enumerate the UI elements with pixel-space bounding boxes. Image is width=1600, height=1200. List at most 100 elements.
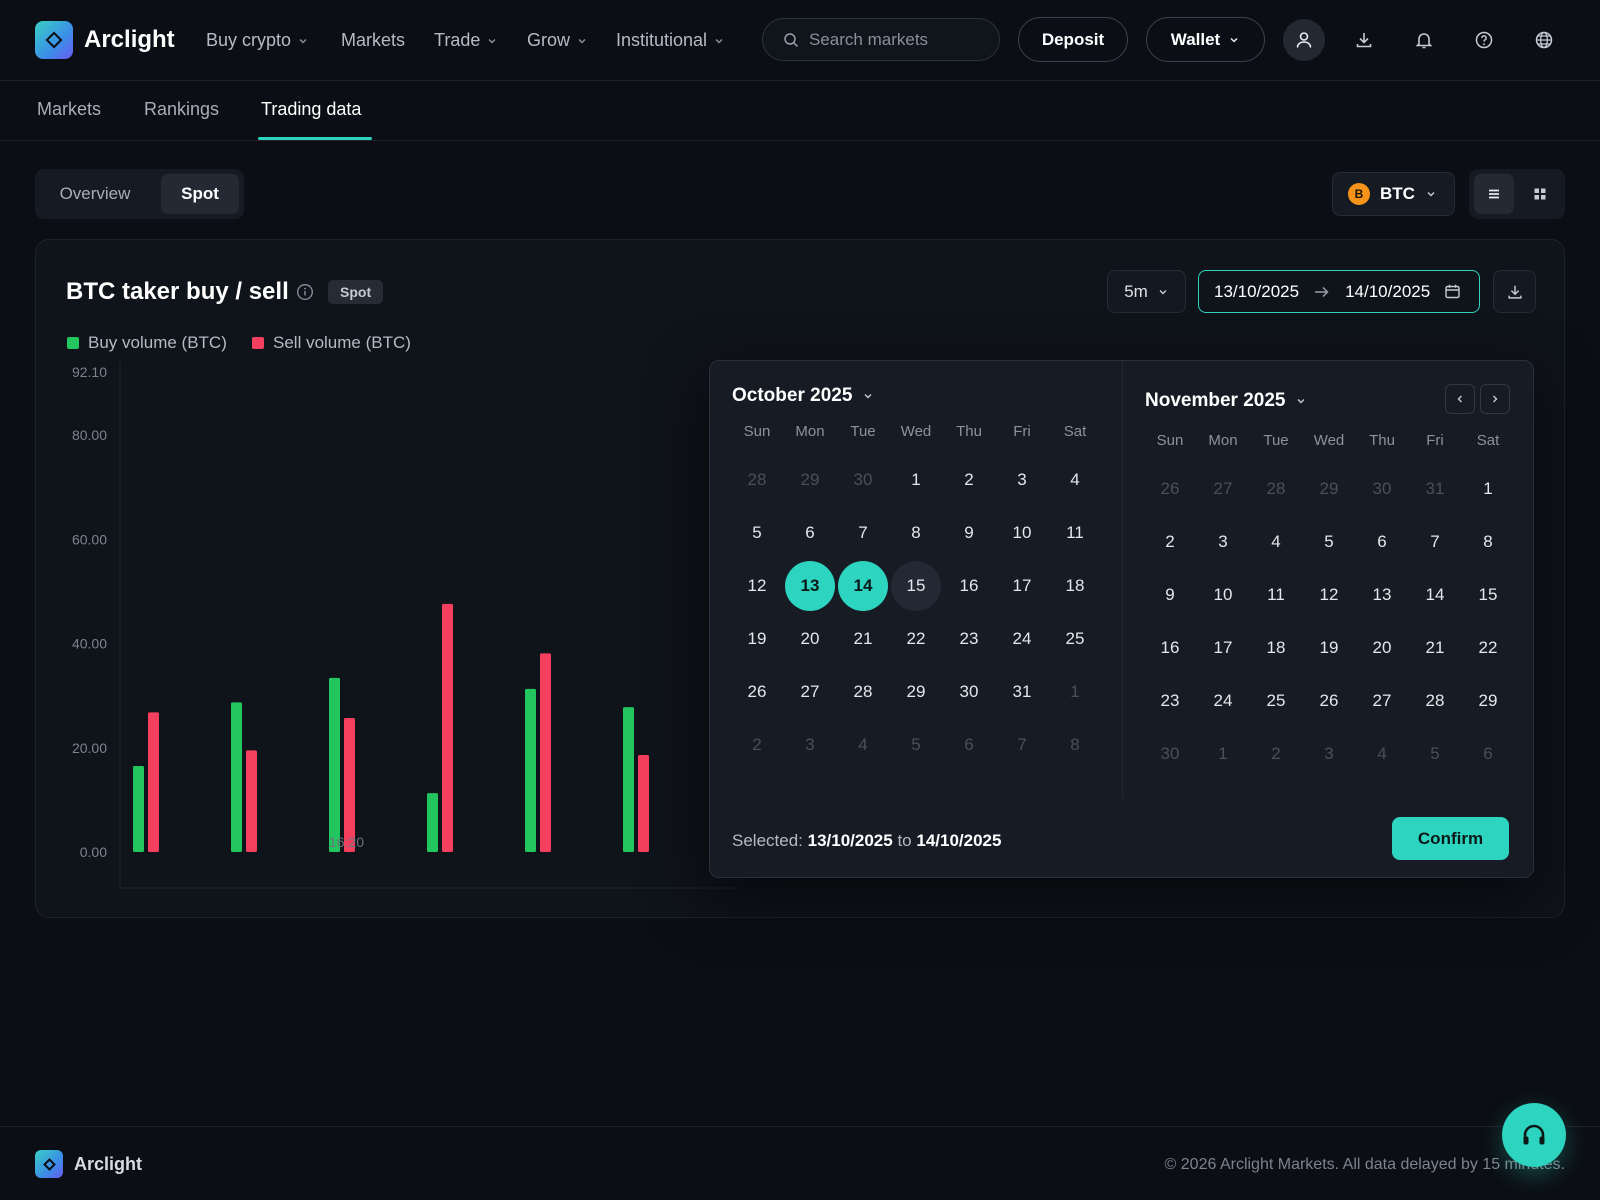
calendar-day[interactable]: 1 — [1483, 479, 1493, 498]
calendar-day[interactable]: 6 — [805, 523, 815, 542]
legend-item-sell[interactable]: Sell volume (BTC) — [252, 333, 411, 353]
next-month-button[interactable] — [1480, 384, 1510, 414]
calendar-day[interactable]: 5 — [1324, 532, 1334, 551]
calendar-day[interactable]: 9 — [964, 523, 974, 542]
buy-volume-bar — [525, 688, 536, 852]
calendar-day[interactable]: 22 — [1478, 638, 1498, 657]
calendar-day[interactable]: 28 — [853, 682, 873, 701]
calendar-day[interactable]: 3 — [1017, 470, 1027, 489]
calendar-day[interactable]: 2 — [1165, 532, 1175, 551]
calendar-day[interactable]: 10 — [1213, 585, 1233, 604]
weekday-label: Sat — [1476, 432, 1500, 449]
calendar-day[interactable]: 25 — [1266, 691, 1286, 710]
calendar-day[interactable]: 15 — [1478, 585, 1498, 604]
calendar-day[interactable]: 24 — [1213, 691, 1233, 710]
tab-trading-data[interactable]: Trading data — [261, 99, 362, 119]
legend-item-buy[interactable]: Buy volume (BTC) — [67, 333, 227, 353]
grid-view-button[interactable] — [1520, 174, 1560, 214]
export-button[interactable] — [1493, 270, 1536, 313]
calendar-day[interactable]: 19 — [1319, 638, 1339, 657]
deposit-button[interactable]: Deposit — [1018, 17, 1128, 62]
download-icon — [1356, 33, 1372, 48]
nav-trade[interactable]: Trade — [434, 30, 498, 51]
coin-select[interactable]: B BTC — [1332, 172, 1455, 216]
logo-icon[interactable] — [35, 21, 73, 59]
download-button[interactable] — [1352, 28, 1376, 52]
calendar-day[interactable]: 27 — [800, 682, 820, 701]
calendar-day[interactable]: 21 — [853, 629, 873, 648]
calendar-day[interactable]: 4 — [1070, 470, 1080, 489]
calendar-day[interactable]: 17 — [1012, 576, 1032, 595]
calendar-day[interactable]: 14 — [1425, 585, 1445, 604]
confirm-button[interactable]: Confirm — [1392, 817, 1509, 860]
calendar-day[interactable]: 11 — [1066, 523, 1084, 542]
calendar-day[interactable]: 31 — [1012, 682, 1032, 701]
tab-rankings[interactable]: Rankings — [144, 99, 220, 119]
calendar-day-selected[interactable]: 13 — [785, 561, 835, 611]
tab-markets[interactable]: Markets — [37, 99, 102, 119]
prev-month-button[interactable] — [1445, 384, 1475, 414]
calendar-day[interactable]: 26 — [1319, 691, 1339, 710]
calendar-day[interactable]: 30 — [959, 682, 979, 701]
user-avatar[interactable] — [1283, 19, 1325, 61]
calendar-day[interactable]: 10 — [1012, 523, 1032, 542]
calendar-day: 2 — [752, 735, 762, 754]
help-button[interactable] — [1472, 28, 1496, 52]
calendar-day[interactable]: 7 — [1430, 532, 1440, 551]
interval-select[interactable]: 5m — [1107, 270, 1186, 313]
nav-markets[interactable]: Markets — [341, 30, 405, 51]
calendar-day[interactable]: 26 — [747, 682, 767, 701]
calendar-day[interactable]: 29 — [906, 682, 926, 701]
calendar-day[interactable]: 23 — [1160, 691, 1180, 710]
download-icon — [1507, 285, 1522, 299]
calendar-day[interactable]: 8 — [1483, 532, 1493, 551]
calendar-day[interactable]: 4 — [1271, 532, 1281, 551]
language-button[interactable] — [1532, 28, 1556, 52]
support-chat-button[interactable] — [1502, 1103, 1566, 1167]
nav-grow[interactable]: Grow — [527, 30, 588, 51]
calendar-day[interactable]: 2 — [964, 470, 974, 489]
month-select-left[interactable]: October 2025 — [732, 385, 874, 407]
calendar-day[interactable]: 1 — [911, 470, 921, 489]
calendar-day[interactable]: 29 — [1478, 691, 1498, 710]
calendar-day[interactable]: 18 — [1065, 576, 1085, 595]
list-view-button[interactable] — [1474, 174, 1514, 214]
calendar-day[interactable]: 22 — [906, 629, 926, 648]
notifications-button[interactable] — [1412, 28, 1436, 52]
calendar-day[interactable]: 3 — [1218, 532, 1228, 551]
calendar-day[interactable]: 5 — [752, 523, 762, 542]
calendar-day[interactable]: 18 — [1266, 638, 1286, 657]
wallet-button[interactable]: Wallet — [1146, 17, 1265, 62]
nav-buy-crypto[interactable]: Buy crypto — [206, 30, 309, 51]
brand-name[interactable]: Arclight — [84, 26, 175, 53]
month-select-right[interactable]: November 2025 — [1145, 390, 1307, 412]
calendar-day[interactable]: 23 — [959, 629, 979, 648]
calendar-day[interactable]: 9 — [1165, 585, 1175, 604]
calendar-day[interactable]: 13 — [1372, 585, 1392, 604]
calendar-day[interactable]: 12 — [1319, 585, 1339, 604]
calendar-day[interactable]: 25 — [1065, 629, 1085, 648]
calendar-day[interactable]: 8 — [911, 523, 921, 542]
calendar-day[interactable]: 12 — [747, 576, 767, 595]
segment-overview[interactable]: Overview — [59, 184, 131, 203]
calendar-day[interactable]: 17 — [1213, 638, 1233, 657]
calendar-day[interactable]: 20 — [800, 629, 820, 648]
calendar-day[interactable]: 27 — [1372, 691, 1392, 710]
search-input[interactable] — [809, 29, 979, 50]
calendar-day-selected[interactable]: 14 — [838, 561, 888, 611]
calendar-day[interactable]: 16 — [1160, 638, 1180, 657]
calendar-day[interactable]: 19 — [747, 629, 767, 648]
calendar-day[interactable]: 24 — [1012, 629, 1032, 648]
calendar-day[interactable]: 7 — [858, 523, 868, 542]
calendar-day[interactable]: 11 — [1267, 585, 1285, 604]
calendar-day[interactable]: 21 — [1425, 638, 1445, 657]
calendar-day[interactable]: 15 — [891, 561, 941, 611]
date-range-input[interactable]: 13/10/2025 14/10/2025 — [1198, 270, 1480, 313]
calendar-day[interactable]: 20 — [1372, 638, 1392, 657]
calendar-day[interactable]: 16 — [959, 576, 979, 595]
info-icon[interactable] — [296, 283, 314, 301]
nav-institutional[interactable]: Institutional — [616, 30, 725, 51]
segment-spot[interactable]: Spot — [161, 174, 239, 214]
calendar-day[interactable]: 28 — [1425, 691, 1445, 710]
calendar-day[interactable]: 6 — [1377, 532, 1387, 551]
